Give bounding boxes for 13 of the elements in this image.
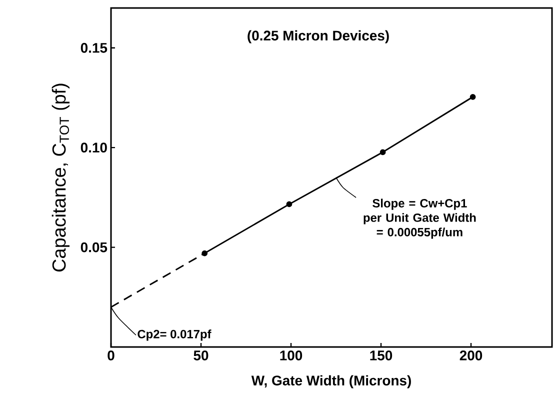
y-tick-label: 0.15 bbox=[80, 42, 108, 53]
x-tick-label: 0 bbox=[108, 350, 114, 360]
y-tick-label: 0.10 bbox=[80, 142, 107, 153]
x-tick-label: 50 bbox=[194, 350, 208, 360]
x-tick-label: 100 bbox=[280, 350, 302, 360]
annotation: Slope = Cw+Cp1 per Unit Gate Width = 0.00055pf/um bbox=[364, 198, 476, 239]
annotation: Cp2= 0.017pf bbox=[138, 330, 212, 341]
x-tick-label: 200 bbox=[460, 350, 482, 360]
x-tick-label: 150 bbox=[370, 350, 392, 360]
text: (0.25 Micron Devices) bbox=[248, 30, 389, 44]
y-tick-label: 0.05 bbox=[80, 242, 108, 252]
x-axis-title: W, Gate Width (Microns) bbox=[251, 375, 411, 388]
y-axis-title: Capacitance, C$_{TOT}$ (pf) bbox=[52, 84, 70, 272]
